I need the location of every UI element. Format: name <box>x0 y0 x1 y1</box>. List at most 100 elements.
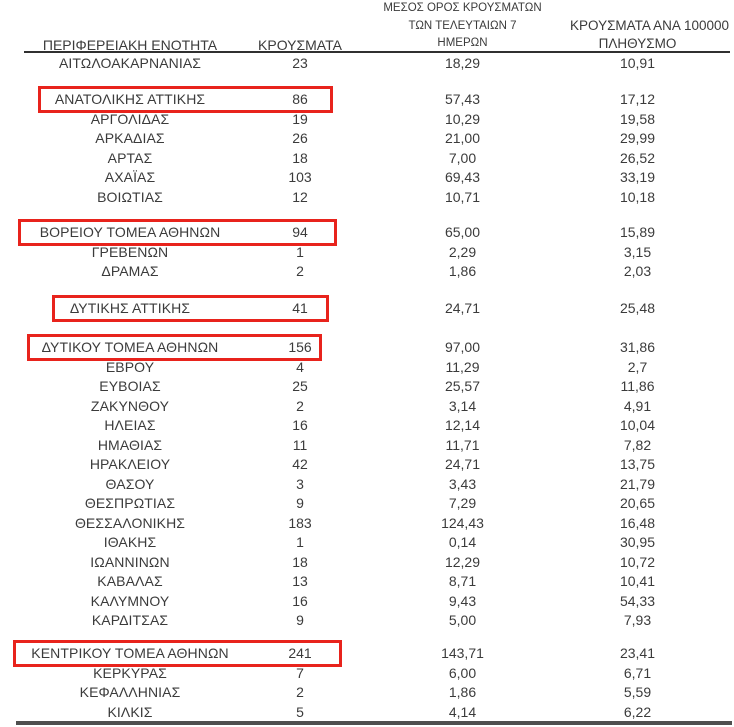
region-name: ΘΕΣΣΑΛΟΝΙΚΗΣ <box>74 514 186 531</box>
region-name: ΚΑΡΔΙΤΣΑΣ <box>91 612 169 629</box>
avg7-value: 69,43 <box>444 169 481 186</box>
region-name: ΚΕΡΚΥΡΑΣ <box>93 664 167 681</box>
table-row: ΚΑΒΑΛΑΣ 13 8,71 10,41 <box>0 572 705 592</box>
column-header-avg7days-line1: ΜΕΣΟΣ ΟΡΟΣ ΚΡΟΥΣΜΑΤΩΝ <box>383 2 542 14</box>
table-row: ΚΕΡΚΥΡΑΣ 7 6,00 6,71 <box>0 663 705 683</box>
avg7-value: 3,43 <box>448 475 477 492</box>
per100k-value: 10,18 <box>619 188 656 205</box>
cases-value: 11 <box>292 436 308 453</box>
avg7-value: 9,43 <box>448 592 477 609</box>
avg7-value: 12,29 <box>444 553 481 570</box>
column-header-cases: ΚΡΟΥΣΜΑΤΑ <box>258 36 342 53</box>
avg7-value: 18,29 <box>444 54 481 71</box>
avg7-value: 0,14 <box>448 534 477 551</box>
blank-separator-row <box>0 630 705 644</box>
region-name: ΑΡΚΑΔΙΑΣ <box>95 130 165 147</box>
region-name: ΚΑΛΥΜΝΟΥ <box>90 592 170 609</box>
per100k-value: 4,91 <box>623 397 652 414</box>
table-row: ΘΕΣΠΡΩΤΙΑΣ 9 7,29 20,65 <box>0 494 705 514</box>
cases-value: 183 <box>288 514 312 531</box>
blank-separator-row <box>0 73 705 90</box>
region-name: ΓΡΕΒΕΝΩΝ <box>91 243 169 260</box>
table-row: ΘΑΣΟΥ 3 3,43 21,79 <box>0 474 705 494</box>
table-row: ΙΘΑΚΗΣ 1 0,14 30,95 <box>0 533 705 553</box>
per100k-value: 33,19 <box>619 169 656 186</box>
cases-value: 9 <box>296 495 304 512</box>
region-name: ΕΒΡΟΥ <box>105 358 155 375</box>
table-row: ΑΝΑΤΟΛΙΚΗΣ ΑΤΤΙΚΗΣ 86 57,43 17,12 <box>0 85 705 113</box>
column-header-region: ΠΕΡΙΦΕΡΕΙΑΚΗ ΕΝΟΤΗΤΑ <box>42 36 218 53</box>
blank-separator-row <box>0 318 705 338</box>
cases-value: 25 <box>292 378 308 395</box>
cases-value: 1 <box>296 243 304 260</box>
column-header-per100k: ΚΡΟΥΣΜΑΤΑ ΑΝΑ 100000 ΠΛΗΘΥΣΜΟ <box>570 17 729 57</box>
cases-value: 9 <box>296 612 304 629</box>
region-name: ΚΙΛΚΙΣ <box>107 703 153 720</box>
cases-value: 156 <box>288 339 312 356</box>
table-row: ΒΟΙΩΤΙΑΣ 12 10,71 10,18 <box>0 187 705 207</box>
per100k-value: 7,93 <box>623 612 652 629</box>
region-name: ΑΧΑΪΑΣ <box>104 169 156 186</box>
per100k-value: 11,86 <box>620 378 655 395</box>
avg7-value: 10,71 <box>444 188 481 205</box>
avg7-value: 11,71 <box>445 436 480 453</box>
region-name: ΗΡΑΚΛΕΙΟΥ <box>89 456 171 473</box>
region-name: ΒΟΡΕΙΟΥ ΤΟΜΕΑ ΑΘΗΝΩΝ <box>39 224 221 241</box>
table-row: ΖΑΚΥΝΘΟΥ 2 3,14 4,91 <box>0 396 705 416</box>
avg7-value: 8,71 <box>448 573 477 590</box>
avg7-value: 2,29 <box>448 243 477 260</box>
table-row: ΗΜΑΘΙΑΣ 11 11,71 7,82 <box>0 435 705 455</box>
region-name: ΚΑΒΑΛΑΣ <box>97 573 163 590</box>
per100k-value: 2,03 <box>623 263 652 280</box>
region-name: ΚΕΝΤΡΙΚΟΥ ΤΟΜΕΑ ΑΘΗΝΩΝ <box>31 645 229 662</box>
table-row: ΑΙΤΩΛΟΑΚΑΡΝΑΝΙΑΣ 23 18,29 10,91 <box>0 53 705 73</box>
cases-value: 241 <box>288 645 312 662</box>
cases-value: 94 <box>292 224 308 241</box>
cases-value: 18 <box>292 553 308 570</box>
per100k-value: 25,48 <box>619 300 656 317</box>
cases-value: 86 <box>292 91 308 108</box>
per100k-value: 17,12 <box>619 91 656 108</box>
cases-value: 41 <box>292 300 308 317</box>
table-row: ΔΥΤΙΚΟΥ ΤΟΜΕΑ ΑΘΗΝΩΝ 156 97,00 31,86 <box>0 333 705 361</box>
table-header: ΠΕΡΙΦΕΡΕΙΑΚΗ ΕΝΟΤΗΤΑ ΚΡΟΥΣΜΑΤΑ ΜΕΣΟΣ ΟΡΟ… <box>0 0 729 53</box>
region-name: ΑΝΑΤΟΛΙΚΗΣ ΑΤΤΙΚΗΣ <box>54 91 206 108</box>
avg7-value: 6,00 <box>448 664 477 681</box>
per100k-value: 30,95 <box>619 534 656 551</box>
table-row: ΚΙΛΚΙΣ 5 4,14 6,22 <box>0 702 705 722</box>
avg7-value: 57,43 <box>444 91 481 108</box>
avg7-value: 143,71 <box>441 645 484 662</box>
blank-separator-row <box>0 207 705 223</box>
cases-value: 16 <box>292 417 308 434</box>
region-name: ΑΡΓΟΛΙΔΑΣ <box>90 110 170 127</box>
per100k-value: 6,71 <box>623 664 652 681</box>
cases-value: 1 <box>296 534 304 551</box>
cases-value: 12 <box>292 188 308 205</box>
avg7-value: 1,86 <box>448 684 477 701</box>
per100k-value: 10,72 <box>619 553 656 570</box>
region-name: ΚΕΦΑΛΛΗΝΙΑΣ <box>79 684 181 701</box>
table-row: ΚΕΝΤΡΙΚΟΥ ΤΟΜΕΑ ΑΘΗΝΩΝ 241 143,71 23,41 <box>0 639 705 667</box>
avg7-value: 65,00 <box>444 224 481 241</box>
region-name: ΘΕΣΠΡΩΤΙΑΣ <box>84 495 176 512</box>
per100k-value: 29,99 <box>619 130 656 147</box>
column-header-avg7days-line2: ΤΩΝ ΤΕΛΕΥΤΑΙΩΝ 7 <box>408 19 517 32</box>
per100k-value: 23,41 <box>619 645 656 662</box>
table-row: ΔΡΑΜΑΣ 2 1,86 2,03 <box>0 262 705 282</box>
per100k-value: 6,22 <box>623 703 652 720</box>
avg7-value: 25,57 <box>444 378 481 395</box>
region-name: ΖΑΚΥΝΘΟΥ <box>90 397 170 414</box>
region-name: ΙΩΑΝΝΙΝΩΝ <box>90 553 170 570</box>
avg7-value: 24,71 <box>444 456 481 473</box>
bottom-divider-line <box>16 721 732 725</box>
region-name: ΗΜΑΘΙΑΣ <box>97 436 163 453</box>
cases-value: 19 <box>292 110 308 127</box>
per100k-value: 5,59 <box>623 684 652 701</box>
per100k-value: 13,75 <box>619 456 656 473</box>
table-row: ΑΡΓΟΛΙΔΑΣ 19 10,29 19,58 <box>0 109 705 129</box>
region-name: ΕΥΒΟΙΑΣ <box>99 378 161 395</box>
per100k-value: 2,7 <box>627 358 648 375</box>
region-name: ΑΡΤΑΣ <box>107 149 153 166</box>
region-name: ΑΙΤΩΛΟΑΚΑΡΝΑΝΙΑΣ <box>58 54 202 71</box>
per100k-value: 31,86 <box>619 339 656 356</box>
